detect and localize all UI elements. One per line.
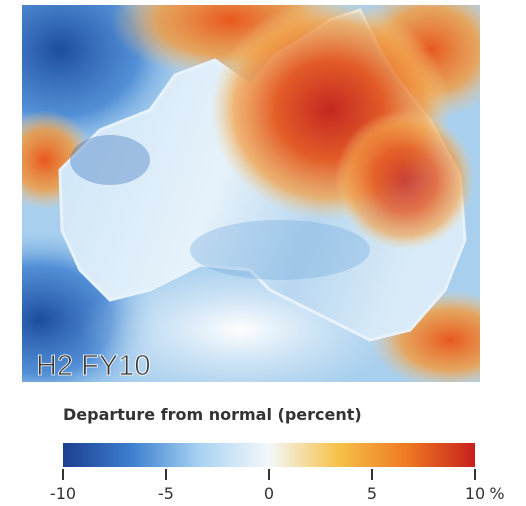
map: H2 FY10 <box>22 5 480 382</box>
unit-label: % <box>489 484 504 503</box>
tick-label: 10 <box>465 484 485 503</box>
tick-label: 5 <box>367 484 377 503</box>
colorbar <box>63 443 475 467</box>
map-label: H2 FY10 <box>36 350 150 382</box>
colorbar-title: Departure from normal (percent) <box>63 405 362 424</box>
tick-label: 0 <box>264 484 274 503</box>
colorbar-ticks: -10 -5 0 5 10% <box>50 469 505 503</box>
tick-label: -5 <box>158 484 174 503</box>
tick-label: -10 <box>50 484 76 503</box>
